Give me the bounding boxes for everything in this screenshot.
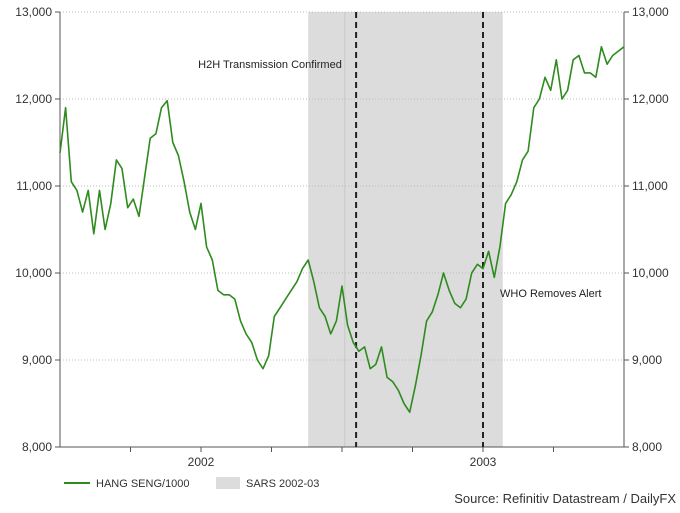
series-layer <box>59 45 625 414</box>
y-tick-label-left: 12,000 <box>15 92 52 106</box>
gridlines <box>60 11 624 361</box>
y-tick-label-left: 9,000 <box>22 353 52 367</box>
y-tick-label-right: 9,000 <box>632 353 662 367</box>
sars-shaded-span <box>308 12 503 447</box>
y-tick-label-right: 11,000 <box>632 179 668 193</box>
source-caption: Source: Refinitiv Datastream / DailyFX <box>454 491 676 506</box>
annotation-h2h-transmission: H2H Transmission Confirmed <box>198 59 342 71</box>
legend-span-swatch <box>216 477 240 489</box>
x-tick-label-2003: 2003 <box>470 455 497 469</box>
x-tick-label-2002: 2002 <box>188 455 215 469</box>
y-tick-label-right: 8,000 <box>632 440 662 454</box>
y-axis-right-ticks: 8,000 9,000 10,000 11,000 12,000 13,000 <box>624 5 669 454</box>
y-axis-left-ticks: 8,000 9,000 10,000 11,000 12,000 13,000 <box>15 5 60 454</box>
series-line-hang-seng <box>59 45 625 414</box>
legend-label-sars: SARS 2002-03 <box>246 478 319 490</box>
annotation-who-removes-alert: WHO Removes Alert <box>500 288 601 300</box>
legend-label-hang-seng: HANG SENG/1000 <box>96 478 190 490</box>
y-tick-label-left: 13,000 <box>15 5 52 19</box>
y-tick-label-left: 11,000 <box>16 179 52 193</box>
sars-span-layer <box>308 12 503 447</box>
y-tick-label-right: 13,000 <box>632 5 669 19</box>
y-tick-label-left: 10,000 <box>15 266 52 280</box>
y-tick-label-right: 12,000 <box>632 92 669 106</box>
y-tick-label-left: 8,000 <box>22 440 52 454</box>
legend: HANG SENG/1000 SARS 2002-03 <box>64 477 319 490</box>
event-lines <box>355 12 484 447</box>
y-tick-label-right: 10,000 <box>632 266 669 280</box>
x-axis-ticks: 2002 2003 <box>130 447 554 469</box>
